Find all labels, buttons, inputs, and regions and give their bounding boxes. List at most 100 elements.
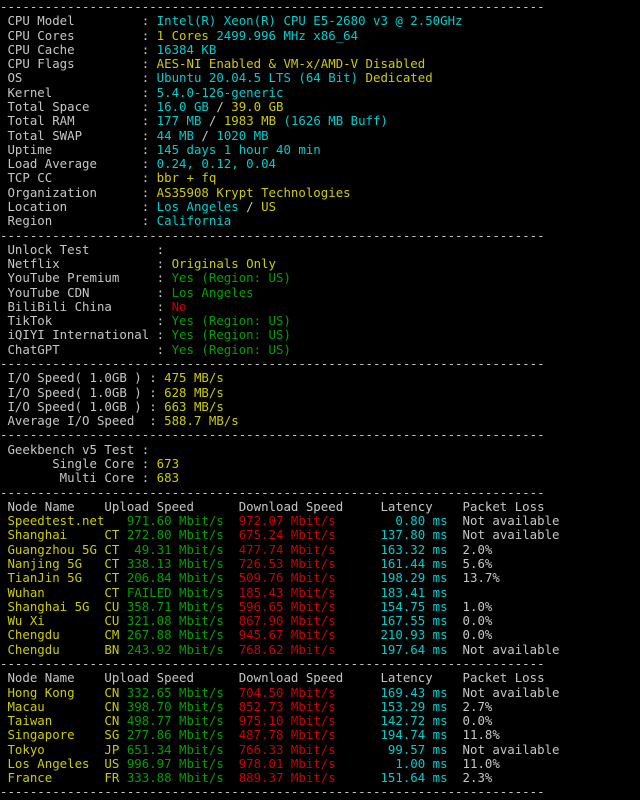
- separator-line: ----------------------------------------…: [0, 428, 640, 442]
- cell-node-name: Guangzhou 5G CT: [0, 541, 120, 557]
- info-row-tcp-cc: TCP CC : bbr + fq: [0, 171, 640, 185]
- row-value: 2499.996 MHz x86_64: [208, 27, 359, 43]
- row-value: 628 MB/s: [164, 384, 224, 400]
- cell-packet-loss: 2.7%: [447, 698, 493, 714]
- row-label: CPU Flags :: [0, 56, 157, 72]
- cell-node-name: Wuhan CT: [0, 584, 120, 600]
- speedtest-header-text: Node Name Upload Speed Download Speed La…: [0, 498, 545, 514]
- separator-line: ----------------------------------------…: [0, 0, 640, 14]
- cell-node-name: Tokyo JP: [0, 741, 120, 757]
- cell-node-name: Chengdu CM: [0, 627, 120, 643]
- cell-latency: 198.29 ms: [335, 570, 448, 586]
- row-label: Netflix :: [0, 256, 172, 272]
- speedtest-row-singapore-sg: Singapore SG 277.86 Mbit/s 487.78 Mbit/s…: [0, 728, 640, 742]
- row-label: Total Space :: [0, 98, 157, 114]
- cell-upload-speed: 267.88 Mbit/s: [119, 627, 224, 643]
- cell-download-speed: 704.50 Mbit/s: [223, 684, 336, 700]
- row-value: Yes (Region: US): [171, 270, 291, 286]
- row-label: Organization :: [0, 184, 157, 200]
- cell-node-name: Macau CN: [0, 698, 120, 714]
- row-value: 44 MB: [156, 127, 194, 143]
- speedtest-row-chengdu-cm: Chengdu CM 267.88 Mbit/s 945.67 Mbit/s 2…: [0, 628, 640, 642]
- info-row-total-ram: Total RAM : 177 MB / 1983 MB (1626 MB Bu…: [0, 114, 640, 128]
- row-value: 145 days 1 hour 40 min: [156, 141, 321, 157]
- speedtest-row-tokyo-jp: Tokyo JP 651.34 Mbit/s 766.33 Mbit/s 99.…: [0, 741, 640, 757]
- row-value: 588.7 MB/s: [164, 413, 239, 429]
- separator-dashes: ----------------------------------------…: [0, 484, 545, 500]
- cell-download-speed: 972.07 Mbit/s: [223, 513, 336, 529]
- info-row-youtube-premium: YouTube Premium : Yes (Region: US): [0, 271, 640, 285]
- cell-download-speed: 945.67 Mbit/s: [223, 627, 336, 643]
- info-row-os: OS : Ubuntu 20.04.5 LTS (64 Bit) Dedicat…: [0, 71, 640, 85]
- speedtest-row-shanghai-5g-cu: Shanghai 5G CU 358.71 Mbit/s 596.65 Mbit…: [0, 598, 640, 614]
- info-row-youtube-cdn: YouTube CDN : Los Angeles: [0, 285, 640, 300]
- cell-node-name: Chengdu BN: [0, 641, 120, 657]
- info-row-cpu-cores: CPU Cores : 1 Cores 2499.996 MHz x86_64: [0, 27, 640, 43]
- row-label: Region :: [0, 213, 157, 229]
- row-value: US: [261, 198, 277, 214]
- cell-download-speed: 766.33 Mbit/s: [223, 741, 336, 757]
- speedtest-row-taiwan-cn: Taiwan CN 498.77 Mbit/s 975.10 Mbit/s 14…: [0, 713, 640, 729]
- row-label: CPU Model :: [0, 13, 157, 29]
- row-value: bbr + fq: [156, 170, 217, 186]
- cell-latency: 163.32 ms: [335, 541, 448, 557]
- row-value: Ubuntu 20.04.5 LTS (64 Bit): [156, 70, 359, 86]
- row-label: iQIYI International :: [0, 327, 172, 343]
- row-label: TikTok :: [0, 313, 172, 329]
- cell-download-speed: 185.43 Mbit/s: [223, 584, 336, 600]
- cell-latency: 154.75 ms: [335, 598, 448, 614]
- row-value: 0.24, 0.12, 0.04: [156, 156, 277, 172]
- row-label: CPU Cores :: [0, 27, 157, 43]
- cell-download-speed: 477.74 Mbit/s: [223, 541, 336, 557]
- info-row-i-o-speed-1-0gb: I/O Speed( 1.0GB ) : 663 MB/s: [0, 398, 640, 414]
- row-label: YouTube Premium :: [0, 270, 172, 286]
- cell-download-speed: 978.01 Mbit/s: [223, 755, 336, 771]
- cell-packet-loss: 0.0%: [447, 613, 493, 629]
- row-label: I/O Speed( 1.0GB ) :: [0, 370, 165, 386]
- row-value: 5.4.0-126-generic: [156, 84, 284, 100]
- cell-upload-speed: 206.84 Mbit/s: [119, 570, 224, 586]
- row-value: /: [201, 113, 224, 129]
- row-label: Multi Core :: [0, 470, 157, 486]
- cell-upload-speed: 398.70 Mbit/s: [119, 698, 224, 714]
- cell-node-name: Shanghai CT: [0, 527, 120, 543]
- separator-dashes: ----------------------------------------…: [0, 784, 545, 800]
- cell-packet-loss: Not available: [447, 527, 560, 543]
- info-row-total-space: Total Space : 16.0 GB / 39.0 GB: [0, 98, 640, 114]
- info-row-unlock-test: Unlock Test :: [0, 242, 640, 257]
- cell-latency: 197.64 ms: [335, 641, 448, 657]
- row-label: Location :: [0, 198, 157, 214]
- separator-dashes: ----------------------------------------…: [0, 356, 545, 372]
- cell-latency: 194.74 ms: [335, 727, 448, 743]
- cell-packet-loss: 2.0%: [447, 541, 493, 557]
- cell-upload-speed: 49.31 Mbit/s: [119, 541, 224, 557]
- speedtest-row-tianjin-5g-ct: TianJin 5G CT 206.84 Mbit/s 509.76 Mbit/…: [0, 571, 640, 585]
- info-row-chatgpt: ChatGPT : Yes (Region: US): [0, 342, 640, 357]
- cell-upload-speed: 338.13 Mbit/s: [119, 555, 224, 571]
- cell-upload-speed: 971.60 Mbit/s: [119, 513, 224, 529]
- row-value: 1020 MB: [216, 127, 269, 143]
- row-label: BiliBili China :: [0, 298, 172, 314]
- cell-latency: 210.93 ms: [335, 627, 448, 643]
- separator-line: ----------------------------------------…: [0, 228, 640, 243]
- row-value: Originals Only: [171, 256, 277, 272]
- cell-packet-loss: 11.8%: [447, 727, 500, 743]
- info-row-multi-core: Multi Core : 683: [0, 471, 640, 485]
- info-row-cpu-cache: CPU Cache : 16384 KB: [0, 42, 640, 57]
- row-label: Uptime :: [0, 141, 157, 157]
- row-value: 39.0 GB: [231, 98, 284, 114]
- speedtest-row-macau-cn: Macau CN 398.70 Mbit/s 852.73 Mbit/s 153…: [0, 698, 640, 714]
- cell-packet-loss: Not available: [447, 741, 560, 757]
- speedtest-row-wuhan-ct: Wuhan CT FAILED Mbit/s 185.43 Mbit/s 183…: [0, 584, 640, 600]
- separator-line: ----------------------------------------…: [0, 356, 640, 372]
- row-value: /: [238, 198, 262, 214]
- cell-node-name: Hong Kong CN: [0, 684, 120, 700]
- row-label: Load Average :: [0, 156, 157, 172]
- cell-upload-speed: 498.77 Mbit/s: [119, 713, 224, 729]
- row-value: 663 MB/s: [164, 398, 224, 414]
- row-value: Los Angeles: [156, 198, 239, 214]
- row-label: OS :: [0, 70, 157, 86]
- cell-upload-speed: 651.34 Mbit/s: [119, 741, 224, 757]
- cell-node-name: Singapore SG: [0, 727, 120, 743]
